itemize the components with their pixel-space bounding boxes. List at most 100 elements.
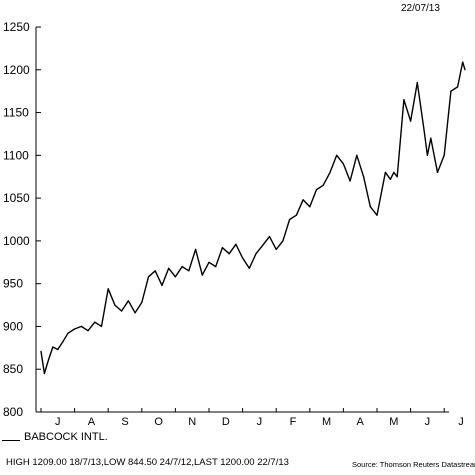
data-point — [369, 206, 371, 208]
data-point — [221, 247, 223, 249]
data-point — [52, 346, 54, 348]
data-point — [107, 288, 109, 290]
high-low-last-stats: HIGH 1209.00 18/7/13,LOW 844.50 24/7/12,… — [6, 457, 289, 468]
data-point — [74, 328, 76, 330]
data-point — [302, 199, 304, 201]
data-point — [141, 301, 143, 304]
data-point — [67, 332, 69, 334]
data-point — [161, 284, 163, 286]
data-point — [168, 267, 170, 269]
data-point — [62, 341, 64, 343]
data-point — [47, 361, 49, 363]
x-tick-label: N — [188, 416, 196, 428]
data-point — [262, 244, 264, 246]
y-tick-label: 1150 — [3, 106, 29, 120]
y-axis-ticks: 800 850 900 950 1000 1050 1100 1150 1200 1250 — [3, 20, 41, 419]
data-point — [403, 99, 405, 101]
data-point — [336, 154, 338, 156]
data-point — [416, 82, 418, 84]
y-tick-label: 850 — [3, 362, 23, 376]
data-point — [295, 214, 297, 216]
data-point — [389, 178, 391, 180]
data-point — [282, 240, 284, 242]
chart-axes — [35, 27, 449, 413]
x-tick-label: J — [257, 416, 263, 428]
chart-date: 22/07/13 — [401, 3, 440, 14]
data-point — [147, 276, 150, 278]
data-point — [363, 176, 365, 178]
data-point — [208, 261, 210, 263]
x-tick-label: A — [357, 416, 365, 428]
data-point — [87, 330, 89, 332]
y-tick-label: 900 — [3, 319, 23, 333]
y-tick-label: 1100 — [3, 148, 29, 162]
data-point — [235, 243, 237, 245]
data-point — [134, 312, 136, 314]
data-point — [396, 176, 398, 178]
series-line — [40, 61, 466, 375]
data-point — [80, 325, 82, 327]
data-point — [410, 120, 412, 122]
x-tick-label: J — [425, 416, 431, 428]
y-tick-label: 950 — [3, 277, 23, 291]
data-point — [289, 218, 291, 221]
data-point — [248, 267, 250, 269]
y-tick-label: 1000 — [3, 234, 30, 248]
data-point — [114, 304, 116, 306]
data-point — [94, 321, 96, 323]
data-point — [464, 69, 466, 71]
data-point — [195, 248, 197, 250]
data-point — [462, 61, 464, 63]
data-point — [309, 206, 311, 208]
data-point — [393, 171, 395, 173]
data-point — [423, 129, 425, 131]
data-point — [242, 257, 244, 259]
data-point — [40, 350, 42, 352]
data-point — [342, 163, 344, 165]
data-point — [201, 274, 203, 276]
data-point — [215, 266, 217, 268]
legend-line-swatch — [2, 440, 20, 441]
x-tick-label: O — [154, 416, 163, 428]
x-tick-label: A — [88, 416, 96, 428]
y-tick-label: 800 — [3, 405, 23, 419]
data-point — [450, 90, 452, 92]
data-point — [349, 180, 351, 182]
x-tick-label: J — [458, 416, 464, 428]
data-point — [127, 300, 129, 302]
series-group — [40, 61, 466, 375]
y-tick-label: 1250 — [3, 20, 30, 34]
data-point — [430, 137, 432, 139]
data-point — [322, 184, 324, 186]
data-point — [181, 266, 183, 268]
data-point — [426, 154, 428, 156]
data-point — [174, 276, 176, 278]
legend-label: BABCOCK INTL. — [24, 431, 108, 443]
data-point — [315, 189, 318, 191]
source-credit: Source: Thomson Reuters Datastream — [352, 460, 475, 469]
x-tick-label: F — [290, 416, 297, 428]
data-point — [154, 270, 156, 272]
data-point — [121, 310, 123, 312]
data-point — [57, 348, 59, 351]
y-tick-label: 1200 — [3, 63, 30, 77]
data-point — [100, 325, 103, 327]
x-tick-label: S — [121, 416, 128, 428]
data-point — [457, 86, 459, 88]
data-point — [268, 236, 271, 238]
data-point — [275, 248, 277, 250]
data-point — [381, 189, 383, 191]
data-point — [384, 171, 386, 173]
data-point — [443, 154, 445, 156]
data-point — [228, 253, 230, 255]
y-tick-label: 1050 — [3, 191, 30, 205]
data-point — [329, 171, 331, 173]
data-point — [356, 154, 358, 156]
x-tick-label: M — [322, 416, 331, 428]
x-tick-label: M — [389, 416, 398, 428]
data-point — [188, 270, 190, 272]
data-point — [43, 372, 46, 375]
x-tick-label: J — [55, 416, 61, 428]
